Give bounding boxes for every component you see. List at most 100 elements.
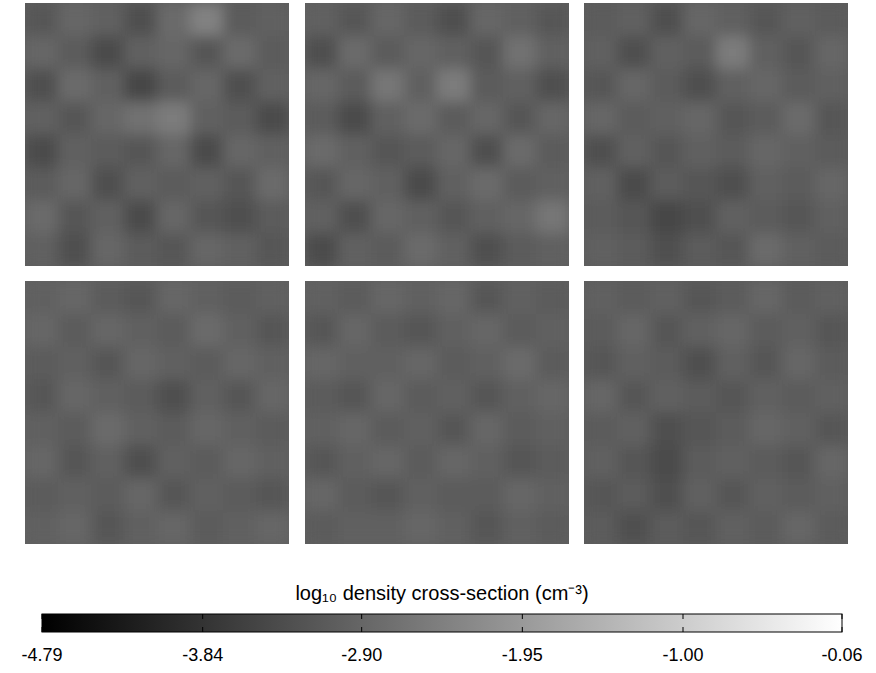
cell xyxy=(305,102,339,135)
cell xyxy=(58,511,92,544)
cell xyxy=(91,167,125,200)
cell xyxy=(256,314,289,347)
cell xyxy=(256,233,289,266)
cell xyxy=(749,314,783,347)
cell xyxy=(338,36,372,69)
cell xyxy=(650,478,684,511)
cell xyxy=(716,135,750,168)
cell xyxy=(749,167,783,200)
cell xyxy=(503,445,537,478)
cell xyxy=(437,413,471,446)
cell xyxy=(716,314,750,347)
cell xyxy=(815,200,848,233)
cell xyxy=(371,167,405,200)
cell xyxy=(584,233,618,266)
cell xyxy=(91,314,125,347)
cell xyxy=(223,167,257,200)
cell xyxy=(256,478,289,511)
tick-label: -1.00 xyxy=(662,645,703,665)
panel-ground xyxy=(584,3,848,266)
cell xyxy=(190,413,224,446)
cell xyxy=(157,511,191,544)
cell xyxy=(190,200,224,233)
cell xyxy=(91,380,125,413)
cell xyxy=(716,69,750,102)
colorbar-title: log₁₀ density cross-section (cm⁻³) xyxy=(295,582,588,604)
cell xyxy=(683,167,717,200)
cell xyxy=(437,69,471,102)
cell xyxy=(58,314,92,347)
cell xyxy=(815,36,848,69)
cell xyxy=(305,380,339,413)
cell xyxy=(58,3,92,36)
cell xyxy=(305,314,339,347)
cell xyxy=(503,314,537,347)
cell xyxy=(749,445,783,478)
cell xyxy=(338,413,372,446)
cell xyxy=(503,233,537,266)
cell xyxy=(749,347,783,380)
cell xyxy=(584,478,618,511)
cell xyxy=(749,413,783,446)
cell xyxy=(305,69,339,102)
cell xyxy=(782,445,816,478)
cell xyxy=(716,380,750,413)
cell xyxy=(650,413,684,446)
cell xyxy=(617,3,651,36)
cell xyxy=(782,167,816,200)
cell xyxy=(683,347,717,380)
cell xyxy=(536,102,569,135)
cell xyxy=(371,69,405,102)
cell xyxy=(190,36,224,69)
cell xyxy=(815,413,848,446)
cell xyxy=(683,135,717,168)
cell xyxy=(470,69,504,102)
cell xyxy=(157,347,191,380)
cell xyxy=(157,200,191,233)
cell xyxy=(91,511,125,544)
cell xyxy=(536,200,569,233)
cell xyxy=(716,347,750,380)
cell xyxy=(503,478,537,511)
cell xyxy=(716,413,750,446)
cell xyxy=(256,167,289,200)
cell xyxy=(683,102,717,135)
tick-mark xyxy=(361,627,362,632)
tick-mark xyxy=(522,627,523,632)
tick-mark xyxy=(42,614,43,619)
cell xyxy=(91,413,125,446)
cell xyxy=(584,413,618,446)
cell xyxy=(371,380,405,413)
cell xyxy=(25,314,59,347)
cell xyxy=(58,36,92,69)
cell xyxy=(58,167,92,200)
cell xyxy=(404,281,438,314)
cell xyxy=(256,380,289,413)
cell xyxy=(25,200,59,233)
cell xyxy=(157,233,191,266)
cell xyxy=(404,200,438,233)
cell xyxy=(815,314,848,347)
cell xyxy=(782,233,816,266)
cell xyxy=(124,200,158,233)
cell xyxy=(58,102,92,135)
cell xyxy=(58,413,92,446)
cell xyxy=(404,36,438,69)
cell xyxy=(536,69,569,102)
tick-label: -0.06 xyxy=(821,645,862,665)
cell xyxy=(371,102,405,135)
cell xyxy=(157,36,191,69)
cell xyxy=(650,380,684,413)
cell xyxy=(716,233,750,266)
cell xyxy=(437,478,471,511)
cell xyxy=(716,511,750,544)
tick-mark xyxy=(202,627,203,632)
cell xyxy=(470,200,504,233)
cell xyxy=(190,3,224,36)
cell xyxy=(470,281,504,314)
cell xyxy=(584,167,618,200)
cell xyxy=(124,135,158,168)
cell xyxy=(25,511,59,544)
cell xyxy=(91,135,125,168)
cell xyxy=(584,200,618,233)
